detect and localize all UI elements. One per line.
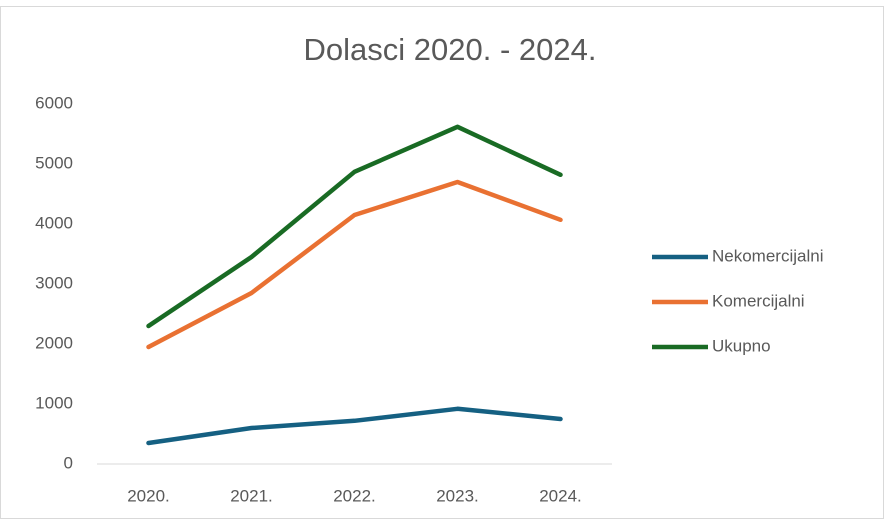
y-tick-label: 4000 — [35, 213, 73, 232]
line — [146, 179, 563, 350]
x-tick-label: 2020. — [127, 486, 170, 505]
y-tick-label: 1000 — [35, 393, 73, 412]
x-tick-label: 2024. — [539, 486, 582, 505]
chart-border — [0, 6, 884, 519]
y-tick-label: 0 — [64, 453, 73, 472]
x-tick-label: 2021. — [230, 486, 273, 505]
y-tick-label: 6000 — [35, 93, 73, 112]
y-tick-label: 3000 — [35, 273, 73, 292]
y-tick-label: 5000 — [35, 153, 73, 172]
line — [146, 406, 563, 446]
x-tick-label: 2022. — [333, 486, 376, 505]
legend-label: Ukupno — [712, 336, 771, 355]
y-tick-label: 2000 — [35, 333, 73, 352]
chart-title: Dolasci 2020. - 2024. — [304, 32, 597, 67]
legend-label: Komercijalni — [712, 291, 805, 310]
x-tick-label: 2023. — [436, 486, 479, 505]
line — [146, 124, 563, 329]
legend-label: Nekomercijalni — [712, 246, 823, 265]
